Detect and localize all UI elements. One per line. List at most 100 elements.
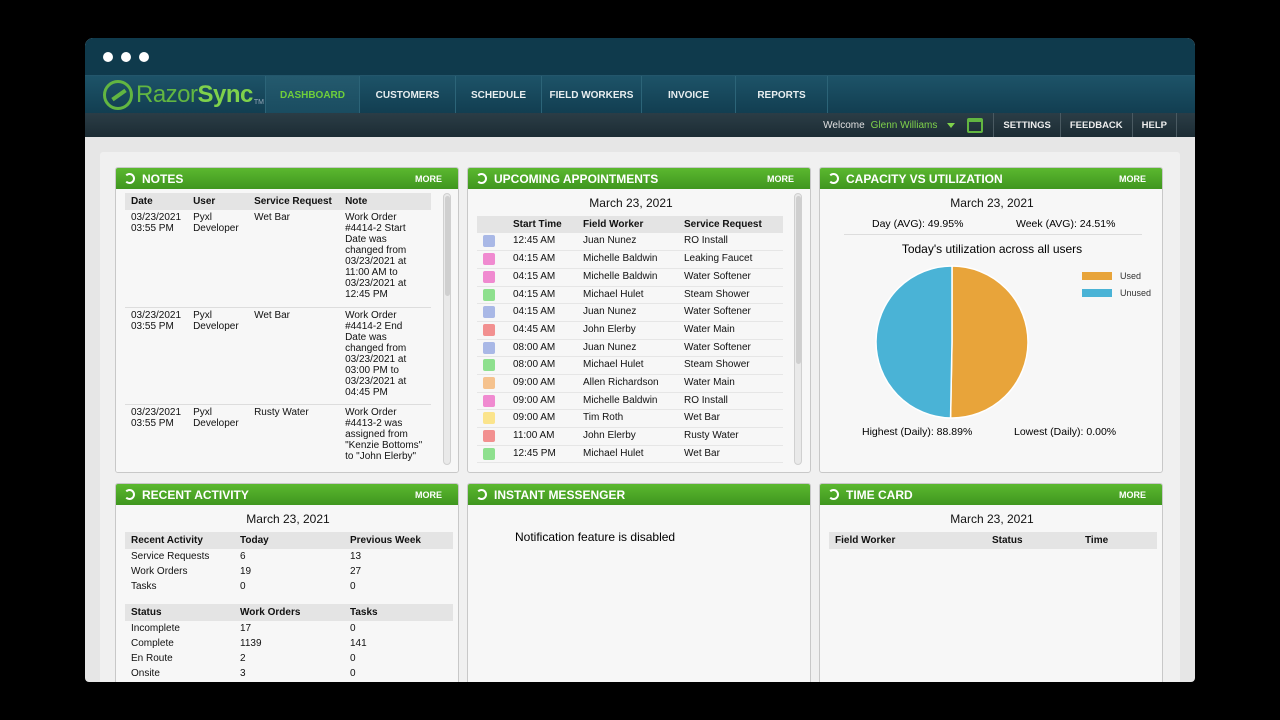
table-row[interactable]: 04:15 AM Juan Nunez Water Softener xyxy=(477,303,783,322)
table-row: Onsite 3 0 xyxy=(125,666,453,681)
table-row[interactable]: 04:15 AM Michelle Baldwin Water Softener xyxy=(477,268,783,287)
messenger-title: INSTANT MESSENGER xyxy=(494,487,626,502)
appt-request: RO Install xyxy=(678,233,783,252)
capacity-panel: CAPACITY VS UTILIZATION MORE March 23, 2… xyxy=(819,167,1163,473)
table-row: Tasks 0 0 xyxy=(125,579,453,594)
appt-request: Water Softener xyxy=(678,268,783,287)
refresh-icon[interactable] xyxy=(476,489,487,500)
window-dot-1[interactable] xyxy=(103,52,113,62)
recent-activity-panel: RECENT ACTIVITY MORE March 23, 2021 Rece… xyxy=(115,483,459,682)
legend-unused: Unused xyxy=(1082,288,1151,298)
table-row[interactable]: 09:00 AM Tim Roth Wet Bar xyxy=(477,409,783,429)
capacity-title: CAPACITY VS UTILIZATION xyxy=(846,171,1003,186)
tab-reports[interactable]: REPORTS xyxy=(735,76,828,114)
appt-request: RO Install xyxy=(678,392,783,411)
help-link[interactable]: HELP xyxy=(1131,113,1177,137)
feedback-link[interactable]: FEEDBACK xyxy=(1059,113,1132,137)
table-row[interactable]: 08:00 AM Michael Hulet Steam Shower xyxy=(477,356,783,375)
appointments-scrollbar[interactable] xyxy=(794,193,802,465)
window-dot-2[interactable] xyxy=(121,52,131,62)
window-dot-3[interactable] xyxy=(139,52,149,62)
row-tasks: 141 xyxy=(350,638,367,649)
calendar-icon[interactable] xyxy=(967,117,984,133)
notes-more-link[interactable]: MORE xyxy=(415,173,442,184)
row-label: Service Requests xyxy=(131,551,210,562)
note-date: 03/23/2021 03:55 PM xyxy=(125,307,188,405)
table-row[interactable]: 04:15 AM Michelle Baldwin Leaking Faucet xyxy=(477,250,783,269)
appointments-panel: UPCOMING APPOINTMENTS MORE March 23, 202… xyxy=(467,167,811,473)
status-col-label: Status xyxy=(125,604,234,621)
dashboard-content: NOTES MORE Date User Service Request Not… xyxy=(100,152,1180,682)
note-text: Work Order #4414-2 Start Date was change… xyxy=(339,210,431,308)
worker-color-swatch xyxy=(483,447,495,460)
pie-slice-unused[interactable] xyxy=(875,265,953,419)
appointments-more-link[interactable]: MORE xyxy=(767,173,794,184)
tab-customers[interactable]: CUSTOMERS xyxy=(359,76,455,114)
table-row[interactable]: 03/23/2021 03:55 PM Pyxl Developer Wet B… xyxy=(125,307,431,405)
table-row[interactable]: 08:00 AM Juan Nunez Water Softener xyxy=(477,339,783,358)
nav-tabs: DASHBOARD CUSTOMERS SCHEDULE FIELD WORKE… xyxy=(265,76,828,114)
appointments-date: March 23, 2021 xyxy=(589,196,673,210)
row-tasks: 0 xyxy=(350,653,356,664)
table-row[interactable]: 11:00 AM John Elerby Rusty Water xyxy=(477,427,783,446)
app-window: RazorSync TM DASHBOARD CUSTOMERS SCHEDUL… xyxy=(85,38,1195,682)
table-row[interactable]: 09:00 AM Allen Richardson Water Main xyxy=(477,374,783,393)
appt-time: 09:00 AM xyxy=(507,409,577,429)
activity-more-link[interactable]: MORE xyxy=(415,489,442,500)
row-today: 19 xyxy=(240,566,252,577)
notes-title: NOTES xyxy=(142,171,184,186)
activity-date: March 23, 2021 xyxy=(246,512,330,526)
pie-slice-used[interactable] xyxy=(949,265,1029,419)
notes-fade xyxy=(116,464,458,472)
timecard-more-link[interactable]: MORE xyxy=(1119,489,1146,500)
tab-field-workers[interactable]: FIELD WORKERS xyxy=(541,76,641,114)
user-name[interactable]: Glenn Williams xyxy=(870,119,938,131)
settings-link[interactable]: SETTINGS xyxy=(993,113,1060,137)
appt-worker: Tim Roth xyxy=(577,409,678,429)
razorsync-logo[interactable]: RazorSync TM xyxy=(103,78,264,112)
legend-used-swatch xyxy=(1082,272,1112,280)
timecard-table: Field Worker Status Time xyxy=(829,532,1157,549)
refresh-icon[interactable] xyxy=(828,489,839,500)
refresh-icon[interactable] xyxy=(476,173,487,184)
refresh-icon[interactable] xyxy=(828,173,839,184)
note-request: Rusty Water xyxy=(248,404,340,465)
refresh-icon[interactable] xyxy=(124,173,135,184)
tab-invoice[interactable]: INVOICE xyxy=(641,76,735,114)
table-row[interactable]: 12:45 PM Michael Hulet Wet Bar xyxy=(477,445,783,464)
note-request: Wet Bar xyxy=(248,210,340,308)
worker-color-swatch xyxy=(483,323,495,336)
worker-color-swatch xyxy=(483,306,495,319)
table-row[interactable]: 03/23/2021 03:55 PM Pyxl Developer Rusty… xyxy=(125,404,431,465)
tab-schedule[interactable]: SCHEDULE xyxy=(455,76,541,114)
notes-col-date: Date xyxy=(125,193,188,210)
table-row[interactable]: 03/23/2021 03:55 PM Pyxl Developer Wet B… xyxy=(125,210,431,308)
note-date: 03/23/2021 03:55 PM xyxy=(125,210,188,308)
appt-worker: Juan Nunez xyxy=(577,303,678,322)
appt-color-cell xyxy=(477,339,507,358)
note-text: Work Order #4414-2 End Date was changed … xyxy=(339,307,431,405)
logo-text: RazorSync xyxy=(136,81,253,108)
notes-scrollbar[interactable] xyxy=(443,193,451,465)
table-row[interactable]: 09:00 AM Michelle Baldwin RO Install xyxy=(477,392,783,411)
row-prev: 27 xyxy=(350,566,362,577)
table-row[interactable]: 04:15 AM Michael Hulet Steam Shower xyxy=(477,286,783,305)
appointments-scroll-thumb[interactable] xyxy=(796,196,801,364)
appt-worker: Michelle Baldwin xyxy=(577,250,678,269)
row-wo: 3 xyxy=(240,668,246,679)
capacity-more-link[interactable]: MORE xyxy=(1119,173,1146,184)
table-row: Complete 1139 141 xyxy=(125,636,453,651)
refresh-icon[interactable] xyxy=(124,489,135,500)
tab-dashboard[interactable]: DASHBOARD xyxy=(265,76,359,114)
row-today: 0 xyxy=(240,581,246,592)
table-row[interactable]: 12:45 AM Juan Nunez RO Install xyxy=(477,233,783,252)
appt-col-request: Service Request xyxy=(678,216,783,233)
appt-worker: Michael Hulet xyxy=(577,286,678,305)
table-row[interactable]: 04:45 AM John Elerby Water Main xyxy=(477,321,783,340)
activity-title: RECENT ACTIVITY xyxy=(142,487,249,502)
legend-unused-swatch xyxy=(1082,289,1112,297)
capacity-date: March 23, 2021 xyxy=(950,196,1034,210)
chevron-down-icon[interactable] xyxy=(947,122,956,128)
activity-col-today: Today xyxy=(234,532,344,549)
notes-scroll-thumb[interactable] xyxy=(445,196,450,296)
